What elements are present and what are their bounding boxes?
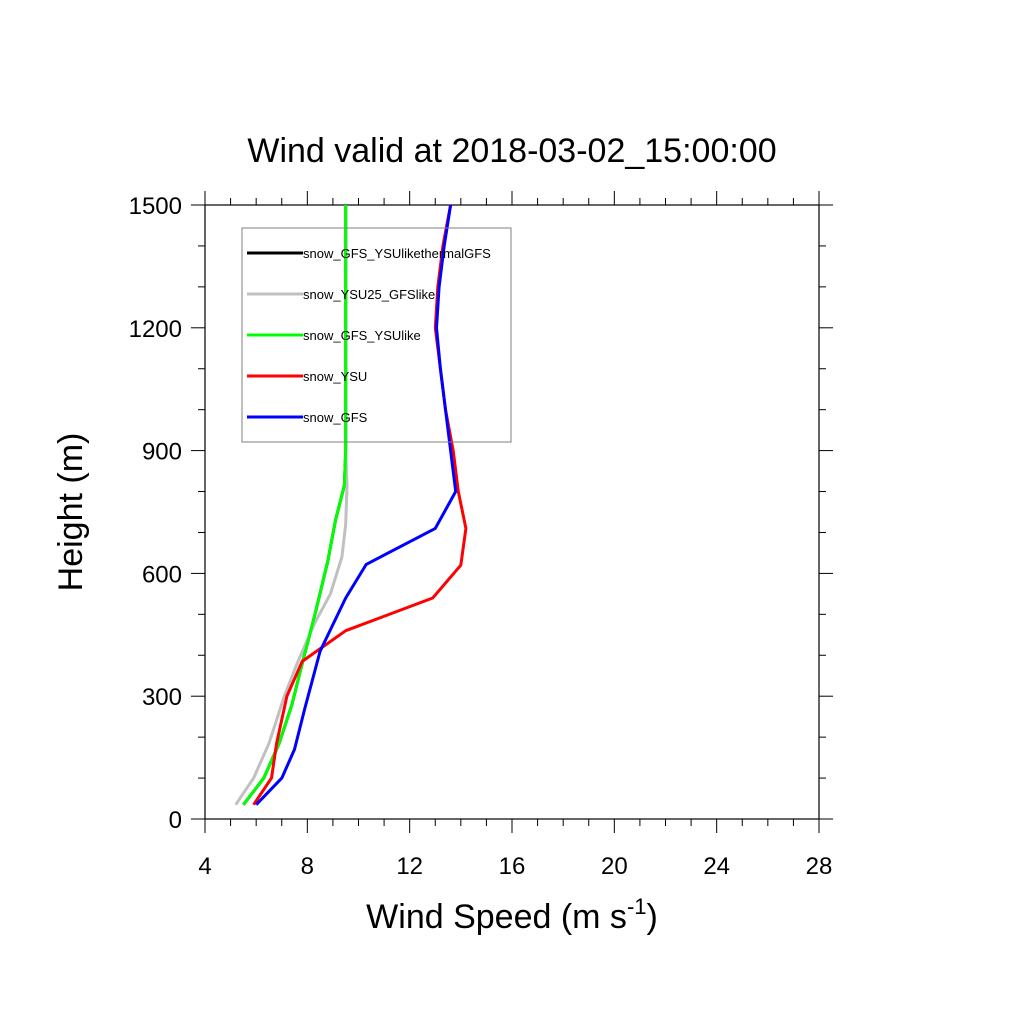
x-axis-label: Wind Speed (m s-1)	[366, 894, 658, 936]
series-line	[255, 204, 458, 806]
y-tick-label: 300	[142, 684, 182, 711]
x-tick-label: 12	[396, 853, 423, 880]
series-line	[242, 205, 348, 806]
y-axis-label: Height (m)	[52, 433, 90, 592]
x-tick-label: 8	[301, 853, 314, 880]
x-tick-label: 16	[499, 853, 526, 880]
y-tick-label: 1500	[129, 193, 182, 220]
x-tick-label: 20	[601, 853, 628, 880]
chart-title: Wind valid at 2018-03-02_15:00:00	[247, 132, 776, 170]
legend-label: snow_GFS_YSUlike	[303, 328, 421, 343]
x-tick-label: 24	[703, 853, 730, 880]
y-tick-label: 0	[169, 807, 182, 834]
y-tick-label: 600	[142, 561, 182, 588]
legend-label: snow_YSU	[303, 369, 367, 384]
y-tick-label: 1200	[129, 316, 182, 343]
x-axis-label-superscript: -1	[627, 894, 647, 919]
legend-box	[241, 227, 512, 443]
y-tick-label: 900	[142, 439, 182, 466]
x-axis-label-close: )	[647, 898, 658, 936]
x-tick-label: 4	[198, 853, 211, 880]
legend-label: snow_GFS	[303, 410, 368, 425]
legend-label: snow_GFS_YSUlikethermalGFS	[303, 246, 491, 261]
legend-label: snow_YSU25_GFSlike	[303, 287, 435, 302]
plot-area: 4 8 12 16 20 24 28 0 300 600 900 1200 1500 snow_GFS_Y…	[129, 191, 833, 880]
x-axis-label-main: Wind Speed (m s	[366, 898, 627, 936]
x-tick-label: 28	[806, 853, 833, 880]
